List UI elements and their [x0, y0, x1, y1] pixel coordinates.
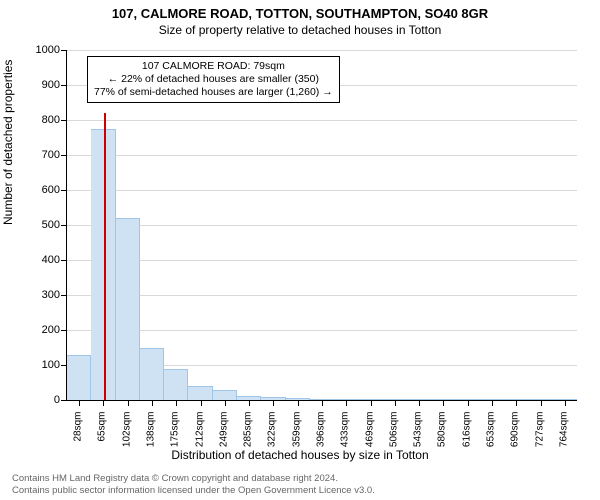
gridline — [67, 120, 577, 121]
x-tick-label: 469sqm — [364, 412, 375, 462]
x-tick-label: 764sqm — [558, 412, 569, 462]
y-tick-label: 100 — [24, 359, 60, 371]
x-tick — [443, 400, 444, 406]
y-tick — [61, 85, 67, 86]
y-tick — [61, 155, 67, 156]
x-tick-label: 506sqm — [388, 412, 399, 462]
y-axis-label: Number of detached properties — [1, 60, 15, 225]
x-tick-label: 322sqm — [267, 412, 278, 462]
x-tick-label: 359sqm — [291, 412, 302, 462]
annotation-line3: 77% of semi-detached houses are larger (… — [94, 86, 333, 99]
x-tick — [395, 400, 396, 406]
gridline — [67, 190, 577, 191]
x-tick-label: 138sqm — [146, 412, 157, 462]
x-tick — [492, 400, 493, 406]
x-tick — [516, 400, 517, 406]
y-tick — [61, 50, 67, 51]
y-tick-label: 800 — [24, 114, 60, 126]
y-tick-label: 300 — [24, 289, 60, 301]
x-tick — [541, 400, 542, 406]
x-tick — [371, 400, 372, 406]
gridline — [67, 225, 577, 226]
histogram-bar — [67, 355, 91, 401]
property-marker-line — [104, 113, 106, 400]
x-tick-label: 102sqm — [121, 412, 132, 462]
footer-attribution: Contains HM Land Registry data © Crown c… — [12, 473, 375, 496]
y-tick — [61, 190, 67, 191]
x-tick-label: 580sqm — [437, 412, 448, 462]
x-tick-label: 249sqm — [218, 412, 229, 462]
histogram-bar — [188, 386, 212, 400]
y-tick-label: 200 — [24, 324, 60, 336]
annotation-box: 107 CALMORE ROAD: 79sqm ← 22% of detache… — [87, 56, 340, 103]
x-tick-label: 28sqm — [73, 412, 84, 462]
x-tick — [419, 400, 420, 406]
x-tick — [225, 400, 226, 406]
gridline — [67, 155, 577, 156]
footer-line1: Contains HM Land Registry data © Crown c… — [12, 473, 375, 484]
y-tick-label: 900 — [24, 79, 60, 91]
x-tick — [249, 400, 250, 406]
annotation-line2: ← 22% of detached houses are smaller (35… — [94, 73, 333, 86]
x-tick — [103, 400, 104, 406]
annotation-line1: 107 CALMORE ROAD: 79sqm — [94, 60, 333, 73]
y-tick — [61, 295, 67, 296]
plot-area: 107 CALMORE ROAD: 79sqm ← 22% of detache… — [66, 50, 577, 401]
x-tick — [79, 400, 80, 406]
y-tick-label: 500 — [24, 219, 60, 231]
y-tick-label: 1000 — [24, 44, 60, 56]
x-tick-label: 653sqm — [486, 412, 497, 462]
x-tick-label: 690sqm — [510, 412, 521, 462]
x-tick — [322, 400, 323, 406]
gridline — [67, 295, 577, 296]
y-tick — [61, 225, 67, 226]
gridline — [67, 260, 577, 261]
x-tick — [201, 400, 202, 406]
chart-title: 107, CALMORE ROAD, TOTTON, SOUTHAMPTON, … — [0, 6, 600, 21]
x-tick — [128, 400, 129, 406]
x-tick — [346, 400, 347, 406]
histogram-bar — [213, 390, 237, 401]
y-tick — [61, 120, 67, 121]
y-tick — [61, 400, 67, 401]
histogram-bar — [116, 218, 140, 400]
x-tick — [468, 400, 469, 406]
x-tick-label: 285sqm — [243, 412, 254, 462]
y-tick-label: 400 — [24, 254, 60, 266]
histogram-bar — [164, 369, 188, 401]
chart-subtitle: Size of property relative to detached ho… — [0, 23, 600, 37]
footer-line2: Contains public sector information licen… — [12, 485, 375, 496]
y-tick-label: 700 — [24, 149, 60, 161]
gridline — [67, 50, 577, 51]
x-tick-label: 175sqm — [170, 412, 181, 462]
y-tick-label: 0 — [24, 394, 60, 406]
x-tick — [152, 400, 153, 406]
x-tick — [176, 400, 177, 406]
x-tick-label: 543sqm — [413, 412, 424, 462]
y-tick-label: 600 — [24, 184, 60, 196]
x-tick-label: 212sqm — [194, 412, 205, 462]
x-tick-label: 65sqm — [97, 412, 108, 462]
y-tick — [61, 330, 67, 331]
x-tick — [273, 400, 274, 406]
x-tick — [298, 400, 299, 406]
x-tick-label: 616sqm — [461, 412, 472, 462]
x-tick — [565, 400, 566, 406]
y-tick — [61, 260, 67, 261]
x-tick-label: 433sqm — [340, 412, 351, 462]
gridline — [67, 330, 577, 331]
x-tick-label: 396sqm — [316, 412, 327, 462]
histogram-bar — [140, 348, 164, 401]
x-tick-label: 727sqm — [534, 412, 545, 462]
